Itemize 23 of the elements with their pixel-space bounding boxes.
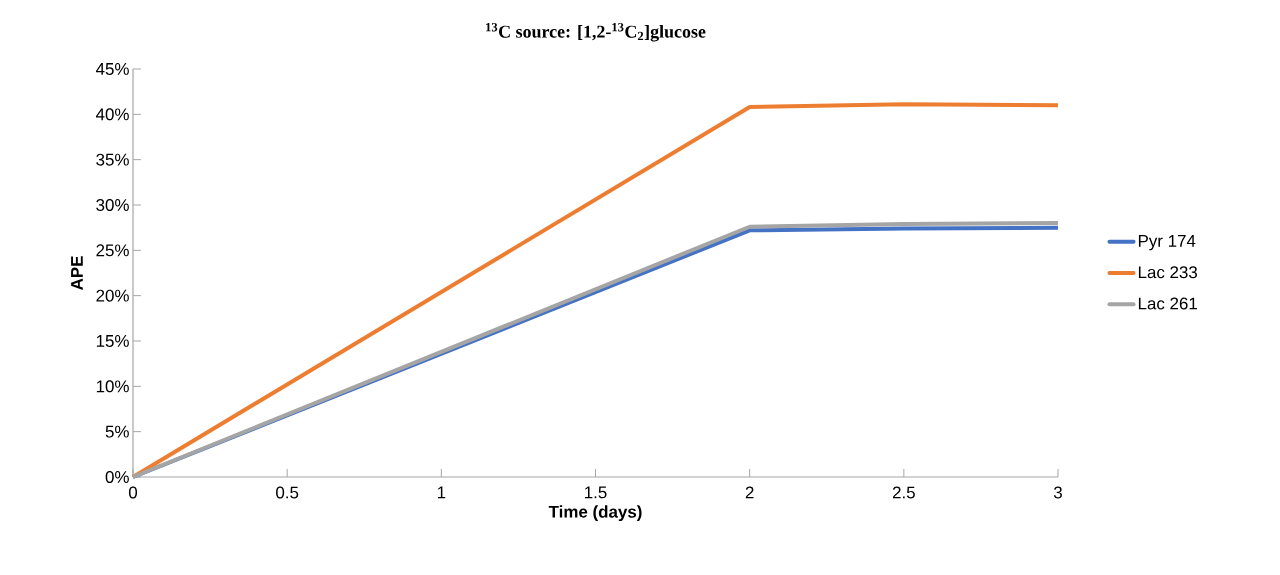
y-tick-label: 5%: [105, 425, 129, 438]
x-tick-label: 1.5: [585, 486, 607, 499]
y-tick-label: 15%: [96, 335, 129, 347]
x-tick-label: 0.5: [276, 486, 299, 499]
y-tick-label: 0%: [105, 470, 129, 483]
x-tick-label: 2: [745, 486, 754, 499]
x-axis-title: Time (days): [548, 505, 642, 522]
chart-title: $^{13}$C source: [1,2-$^{13}$C$_{2}$]glucose: [486, 22, 706, 42]
y-tick-label: 35%: [96, 153, 129, 166]
x-tick-label: 3: [1053, 486, 1062, 499]
legend-label: Pyr 174: [1138, 235, 1196, 251]
x-tick-label: 2.5: [892, 486, 915, 499]
y-tick-label: 20%: [96, 289, 129, 302]
x-tick-label: 0: [128, 486, 138, 499]
legend-label: Lac 233: [1138, 266, 1198, 279]
x-tick-label: 1: [437, 486, 446, 499]
y-tick-label: 30%: [96, 198, 129, 211]
legend-label: Lac 261: [1138, 297, 1197, 310]
y-tick-label: 45%: [95, 63, 129, 75]
y-tick-label: 25%: [96, 244, 129, 257]
y-axis-title: APE: [71, 256, 83, 290]
y-tick-label: 40%: [95, 108, 129, 121]
y-tick-label: 10%: [96, 380, 129, 393]
